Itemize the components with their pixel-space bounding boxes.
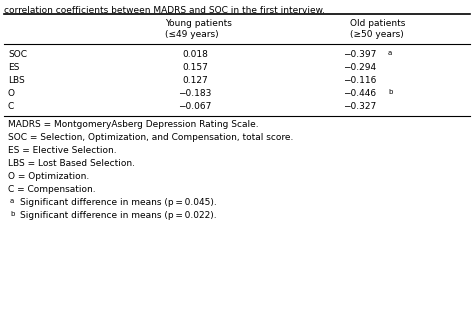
Text: correlation coefficients between MADRS and SOC in the first interview.: correlation coefficients between MADRS a… <box>4 6 325 15</box>
Text: LBS: LBS <box>8 76 25 85</box>
Text: −0.294: −0.294 <box>344 63 376 72</box>
Text: b: b <box>10 211 14 217</box>
Text: −0.327: −0.327 <box>343 102 377 111</box>
Text: a: a <box>388 50 392 56</box>
Text: C = Compensation.: C = Compensation. <box>8 185 96 194</box>
Text: LBS = Lost Based Selection.: LBS = Lost Based Selection. <box>8 159 135 168</box>
Text: 0.018: 0.018 <box>182 50 208 59</box>
Text: 0.127: 0.127 <box>182 76 208 85</box>
Text: 0.157: 0.157 <box>182 63 208 72</box>
Text: SOC: SOC <box>8 50 27 59</box>
Text: (≤49 years): (≤49 years) <box>165 30 219 39</box>
Text: Significant difference in means (p = 0.022).: Significant difference in means (p = 0.0… <box>20 211 217 220</box>
Text: ES: ES <box>8 63 19 72</box>
Text: −0.183: −0.183 <box>178 89 212 98</box>
Text: −0.446: −0.446 <box>344 89 376 98</box>
Text: C: C <box>8 102 14 111</box>
Text: b: b <box>388 89 392 95</box>
Text: (≥50 years): (≥50 years) <box>350 30 404 39</box>
Text: MADRS = MontgomeryAsberg Depression Rating Scale.: MADRS = MontgomeryAsberg Depression Rati… <box>8 120 259 129</box>
Text: Old patients: Old patients <box>350 19 405 28</box>
Text: O: O <box>8 89 15 98</box>
Text: SOC = Selection, Optimization, and Compensation, total score.: SOC = Selection, Optimization, and Compe… <box>8 133 293 142</box>
Text: −0.116: −0.116 <box>343 76 377 85</box>
Text: Significant difference in means (p = 0.045).: Significant difference in means (p = 0.0… <box>20 198 217 207</box>
Text: −0.397: −0.397 <box>343 50 377 59</box>
Text: O = Optimization.: O = Optimization. <box>8 172 89 181</box>
Text: Young patients: Young patients <box>165 19 232 28</box>
Text: a: a <box>10 198 14 204</box>
Text: ES = Elective Selection.: ES = Elective Selection. <box>8 146 117 155</box>
Text: −0.067: −0.067 <box>178 102 212 111</box>
